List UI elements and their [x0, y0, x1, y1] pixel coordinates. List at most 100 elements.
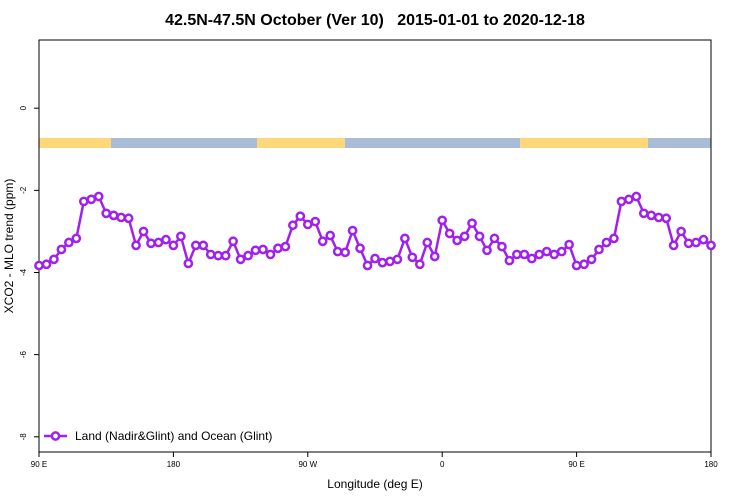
surface-strip: [39, 138, 711, 148]
data-point: [594, 244, 604, 255]
data-point: [392, 254, 403, 265]
data-point: [437, 215, 448, 226]
data-point: [489, 233, 500, 244]
data-point: [116, 212, 126, 223]
data-point: [400, 233, 410, 244]
data-point: [332, 246, 343, 257]
data-point: [101, 208, 112, 219]
data-point: [146, 238, 156, 249]
data-point: [422, 237, 433, 248]
data-point: [340, 247, 350, 258]
data-point: [93, 191, 104, 202]
data-point: [235, 254, 246, 265]
data-point: [459, 231, 470, 242]
data-point: [661, 213, 672, 224]
data-point: [49, 254, 59, 265]
data-point: [56, 244, 67, 255]
x-tick-label: 90 E: [568, 460, 584, 469]
data-point: [497, 241, 507, 252]
data-point: [414, 259, 425, 270]
data-point: [564, 239, 574, 250]
data-point: [586, 254, 597, 265]
data-point: [683, 238, 694, 249]
data-point: [190, 240, 201, 251]
data-point: [616, 196, 627, 207]
chart-title: 42.5N-47.5N October (Ver 10) 2015-01-01 …: [165, 12, 585, 29]
data-point: [504, 255, 515, 266]
data-point: [624, 194, 634, 205]
data-point: [668, 240, 679, 251]
data-point: [78, 196, 89, 207]
data-point: [317, 236, 328, 247]
data-point: [385, 256, 395, 267]
data-point: [601, 237, 612, 248]
legend-marker: [50, 431, 61, 441]
data-point: [325, 230, 336, 241]
data-point: [549, 249, 560, 260]
data-point: [579, 259, 589, 270]
data-point: [355, 243, 365, 254]
data-point: [698, 234, 709, 245]
x-tick-label: 180: [704, 460, 718, 469]
data-point: [161, 234, 171, 245]
data-point: [691, 237, 701, 248]
data-point: [168, 240, 179, 251]
x-tick-label: 90 W: [298, 460, 317, 469]
data-point: [362, 260, 373, 271]
data-point: [452, 235, 462, 246]
data-point: [310, 216, 321, 227]
data-point: [347, 225, 358, 236]
data-point: [243, 250, 253, 261]
data-point: [205, 249, 216, 260]
data-point: [638, 208, 649, 219]
data-point: [273, 243, 283, 254]
data-point: [123, 213, 134, 224]
data-point: [467, 218, 477, 229]
data-point: [131, 240, 141, 251]
data-point: [41, 259, 52, 270]
data-point: [526, 253, 537, 264]
data-point: [534, 249, 545, 260]
data-point: [153, 237, 164, 248]
data-point: [706, 240, 716, 251]
data-point: [250, 245, 261, 256]
data-point: [34, 260, 44, 271]
data-point: [429, 251, 440, 262]
y-tick-label: -2: [19, 186, 28, 194]
data-point: [220, 250, 231, 261]
x-tick-label: 180: [167, 460, 181, 469]
data-point: [407, 252, 418, 263]
data-point: [64, 237, 74, 248]
data-point: [519, 249, 530, 260]
data-point: [556, 246, 567, 257]
data-point: [213, 250, 224, 261]
data-point: [653, 212, 664, 223]
data-point: [280, 241, 291, 252]
data-point: [71, 233, 82, 244]
y-tick-label: -6: [19, 351, 28, 359]
data-point: [370, 253, 380, 264]
data-point: [571, 260, 582, 271]
data-point: [631, 191, 642, 202]
data-point: [198, 240, 209, 251]
data-point: [295, 211, 306, 222]
y-tick-label: 0: [19, 105, 28, 110]
legend-label: Land (Nadir&Glint) and Ocean (Glint): [75, 429, 272, 443]
data-point: [444, 228, 455, 239]
x-axis-label: Longitude (deg E): [327, 477, 422, 491]
data-point: [609, 233, 619, 244]
data-point: [258, 244, 268, 255]
data-point: [86, 194, 97, 205]
data-point: [302, 219, 313, 230]
data-point: [676, 226, 686, 237]
data-point: [265, 249, 276, 260]
data-point: [512, 249, 522, 260]
data-point: [183, 258, 194, 269]
x-tick-label: 90 E: [31, 460, 47, 469]
data-point: [288, 220, 298, 231]
y-axis-label: XCO2 - MLO trend (ppm): [2, 179, 16, 314]
y-tick-label: -4: [19, 268, 28, 276]
data-point: [474, 231, 485, 242]
x-tick-label: 0: [440, 460, 445, 469]
